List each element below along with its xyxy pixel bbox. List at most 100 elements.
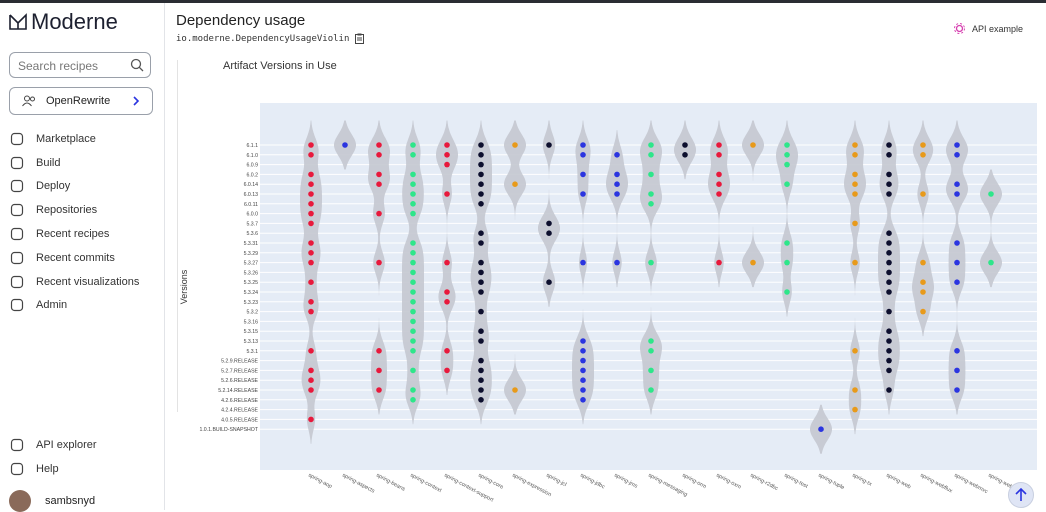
nav-item[interactable]: Recent commits (0, 246, 164, 270)
data-point (478, 161, 484, 168)
data-point (886, 357, 892, 364)
nav-item[interactable]: Help (0, 457, 164, 481)
search-box[interactable]: Search recipes (9, 52, 151, 78)
y-axis-label: Versions (179, 269, 189, 304)
brand[interactable]: Moderne (9, 9, 118, 35)
data-point (376, 142, 382, 148)
data-point (478, 152, 484, 158)
data-point (920, 142, 926, 148)
nav-label: Help (36, 462, 59, 475)
nav-icon (10, 227, 24, 241)
data-point (410, 367, 416, 374)
nav-icon (10, 180, 24, 193)
data-point (648, 142, 654, 148)
data-point (682, 142, 688, 148)
data-point (308, 308, 314, 315)
api-example[interactable]: API example (953, 23, 1023, 34)
y-tick-label: 5.3.16 (244, 319, 259, 325)
data-point (376, 210, 382, 217)
data-point (308, 210, 314, 217)
data-point (954, 191, 960, 197)
nav-label: Deploy (36, 180, 71, 193)
nav-item[interactable]: Admin (0, 294, 164, 318)
data-point (410, 318, 416, 325)
data-point (886, 250, 892, 256)
y-tick-label: 5.3.7 (246, 221, 258, 227)
organization-name: OpenRewrite (46, 95, 111, 107)
data-point (376, 259, 382, 266)
data-point (716, 181, 722, 187)
data-point (410, 299, 416, 305)
data-point (478, 240, 484, 246)
copy-icon[interactable] (355, 33, 365, 44)
data-point (716, 171, 722, 178)
data-point (784, 152, 790, 158)
nav-item[interactable]: Build (0, 151, 164, 175)
y-tick-label: 5.3.26 (244, 270, 259, 276)
data-point (308, 250, 314, 256)
data-point (954, 279, 960, 285)
user[interactable]: sambsnyd (9, 490, 95, 512)
data-point (954, 152, 960, 158)
data-point (512, 142, 518, 148)
data-point (920, 259, 926, 266)
violin (844, 120, 866, 435)
data-point (614, 181, 620, 187)
nav-item[interactable]: Recent recipes (0, 222, 164, 246)
data-point (308, 152, 314, 158)
data-point (478, 171, 484, 178)
y-tick-label: 5.3.29 (244, 251, 259, 257)
data-point (410, 308, 416, 315)
nav-label: Recent recipes (36, 228, 110, 241)
data-point (308, 220, 314, 227)
data-point (852, 348, 858, 354)
data-point (716, 191, 722, 197)
nav-label: Marketplace (36, 132, 96, 145)
data-point (478, 308, 484, 315)
page-title: Dependency usage (176, 12, 306, 29)
data-point (410, 338, 416, 344)
y-tick-label: 1.0.1.BUILD-SNAPSHOT (199, 427, 258, 433)
nav-item[interactable]: Repositories (0, 198, 164, 222)
nav-label: Recent visualizations (36, 275, 140, 288)
main-nav: Marketplace Build Deploy Repositories Recent… (0, 127, 164, 317)
data-point (376, 152, 382, 158)
data-point (648, 387, 654, 393)
data-point (852, 181, 858, 187)
data-point (580, 171, 586, 178)
data-point (444, 348, 450, 354)
brand-name: Moderne (31, 9, 118, 34)
data-point (886, 191, 892, 197)
data-point (614, 171, 620, 178)
data-point (920, 279, 926, 285)
sidebar: Moderne Search recipes OpenRewrite Marke… (0, 3, 165, 512)
data-point (886, 152, 892, 158)
y-tick-label: 5.2.6.RELEASE (221, 378, 258, 384)
data-point (886, 181, 892, 187)
data-point (784, 161, 790, 168)
data-point (886, 348, 892, 354)
data-point (954, 181, 960, 187)
y-tick-label: 6.0.2 (246, 172, 258, 178)
y-tick-label: 6.0.11 (244, 202, 258, 208)
recipe-id: io.moderne.DependencyUsageViolin (176, 33, 365, 44)
data-point (580, 152, 586, 158)
data-point (342, 142, 348, 148)
organization-button[interactable]: OpenRewrite (9, 87, 153, 115)
data-point (376, 181, 382, 187)
data-point (308, 240, 314, 246)
data-point (886, 279, 892, 285)
data-point (308, 181, 314, 187)
data-point (580, 142, 586, 148)
nav-item[interactable]: Marketplace (0, 127, 164, 151)
data-point (478, 377, 484, 384)
nav-item[interactable]: Recent visualizations (0, 270, 164, 294)
nav-item[interactable]: Deploy (0, 175, 164, 199)
scroll-to-top[interactable] (1008, 482, 1034, 508)
nav-item[interactable]: API explorer (0, 433, 164, 457)
nav-icon (10, 132, 24, 145)
data-point (410, 250, 416, 256)
data-point (444, 289, 450, 295)
data-point (648, 348, 654, 354)
data-point (308, 348, 314, 354)
